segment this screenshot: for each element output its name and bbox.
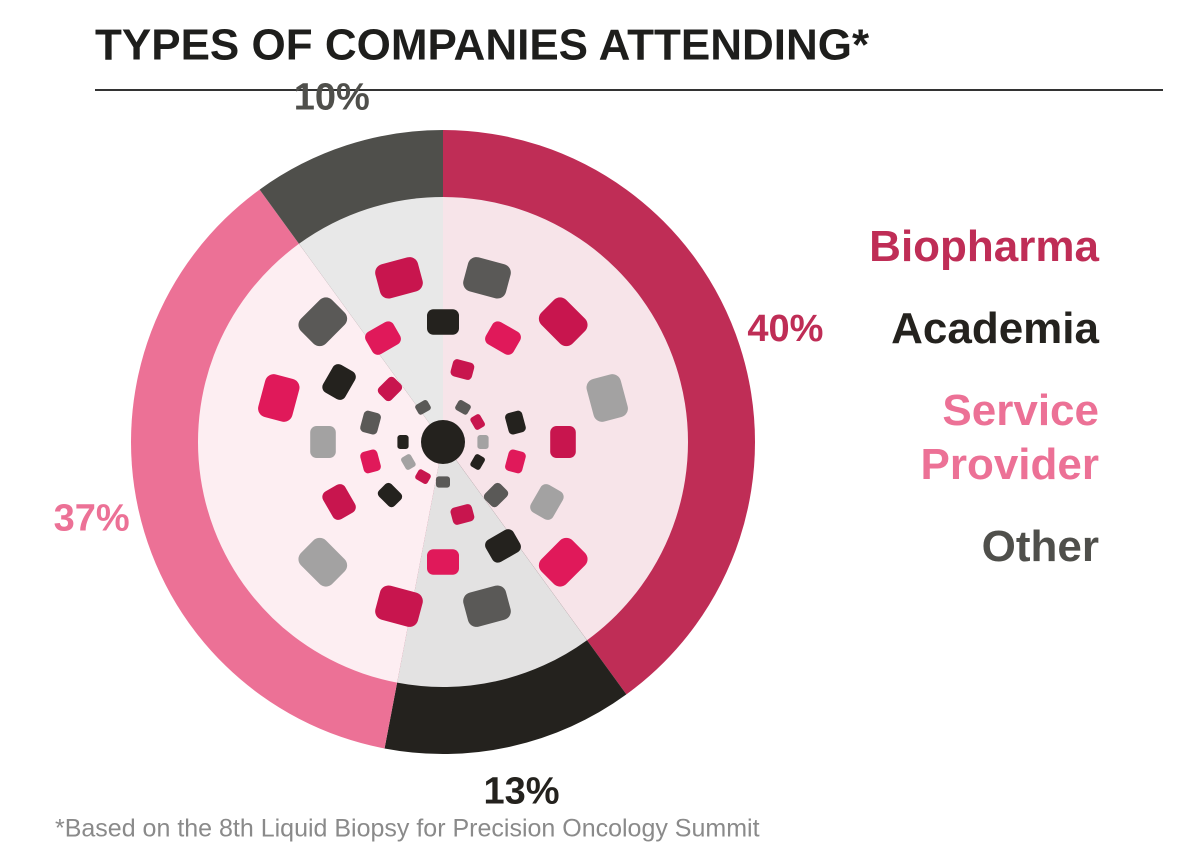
block [365, 321, 401, 355]
block [415, 400, 431, 415]
block [538, 297, 588, 347]
block [322, 364, 356, 400]
block [538, 537, 588, 587]
block [427, 309, 459, 335]
block [450, 359, 475, 380]
block [360, 449, 381, 474]
block [377, 482, 403, 508]
block [258, 374, 300, 422]
block [375, 257, 423, 299]
block [360, 410, 381, 435]
value-label: 37% [54, 498, 130, 540]
block [483, 482, 509, 508]
chart-title: TYPES OF COMPANIES ATTENDING* [95, 21, 870, 70]
block [550, 426, 576, 458]
legend-item: Service Provider [920, 386, 1099, 489]
slices [131, 130, 755, 754]
hub [421, 420, 465, 464]
value-label: 13% [484, 770, 560, 812]
block [463, 585, 511, 627]
block [298, 297, 348, 347]
block [310, 426, 336, 458]
legend-item: Other [981, 522, 1099, 571]
block [427, 549, 459, 575]
block [485, 529, 521, 563]
value-label: 10% [294, 77, 370, 119]
block [450, 504, 475, 525]
legend: Biopharma Academia Service Provider Other [839, 220, 1099, 602]
legend-item: Biopharma [869, 222, 1099, 271]
block [477, 435, 489, 449]
block [415, 469, 431, 484]
block [377, 376, 403, 402]
footnote: *Based on the 8th Liquid Biopsy for Prec… [55, 815, 760, 843]
block [375, 585, 423, 627]
block [401, 454, 416, 470]
block [455, 400, 471, 415]
value-label: 40% [747, 308, 823, 350]
block [397, 435, 409, 449]
block [505, 449, 526, 474]
slice-inner [397, 442, 588, 688]
block [463, 257, 511, 299]
block [586, 374, 628, 422]
legend-item: Academia [891, 304, 1099, 353]
block [470, 414, 485, 430]
block [505, 410, 526, 435]
block [530, 484, 564, 520]
slice-inner [443, 197, 688, 641]
block [322, 484, 356, 520]
block [436, 476, 450, 488]
block [485, 321, 521, 355]
slice-inner [197, 243, 443, 683]
decoration [258, 257, 628, 627]
block [298, 537, 348, 587]
block [470, 454, 485, 470]
